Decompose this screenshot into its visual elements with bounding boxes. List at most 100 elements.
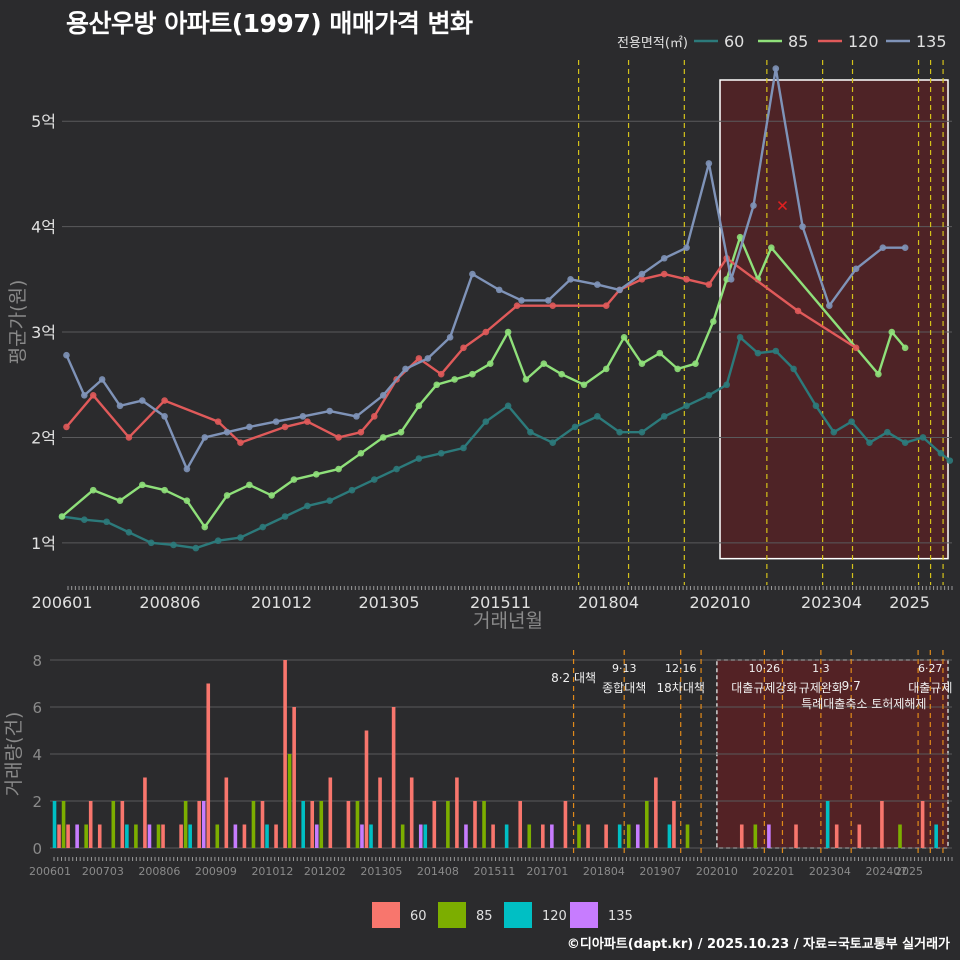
data-point-85 xyxy=(433,381,441,389)
data-point-60 xyxy=(460,444,467,452)
volume-bar-120 xyxy=(617,824,622,848)
data-point-120 xyxy=(415,355,423,362)
data-point-60 xyxy=(705,391,713,399)
data-point-85 xyxy=(875,370,882,378)
data-point-85 xyxy=(620,334,628,341)
data-point-135 xyxy=(469,270,476,278)
data-point-60 xyxy=(304,502,311,510)
volume-bar-85 xyxy=(287,754,292,848)
data-point-60 xyxy=(683,402,690,410)
data-point-85 xyxy=(540,360,548,367)
volume-bar-60 xyxy=(66,824,70,848)
volume-bar-60 xyxy=(491,824,495,848)
data-point-135 xyxy=(161,413,168,420)
volume-bar-85 xyxy=(319,801,324,848)
policy-annotation-label: 8·2 대책 xyxy=(551,670,596,685)
volume-bar-85 xyxy=(645,801,649,848)
data-point-135 xyxy=(495,286,503,294)
data-point-120 xyxy=(638,276,646,283)
volume-legend-label-60: 60 xyxy=(410,909,427,924)
data-point-135 xyxy=(379,391,387,399)
x-tick-label: 200601 xyxy=(31,593,92,612)
data-point-135 xyxy=(518,297,525,304)
data-point-85 xyxy=(602,365,610,373)
volume-bar-60 xyxy=(920,801,925,848)
legend-label-120: 120 xyxy=(848,32,879,51)
volume-y-tick-label: 0 xyxy=(32,840,42,858)
volume-bar-120 xyxy=(125,824,129,848)
x-tick-label: 202304 xyxy=(801,593,862,612)
data-point-60 xyxy=(125,529,133,536)
volume-bar-60 xyxy=(834,824,839,848)
data-point-60 xyxy=(866,439,873,447)
data-point-85 xyxy=(522,376,530,383)
data-point-120 xyxy=(513,302,521,309)
volume-bar-85 xyxy=(753,824,758,848)
data-point-135 xyxy=(246,423,253,431)
x-tick-label: 201804 xyxy=(578,593,639,612)
data-point-135 xyxy=(772,65,780,72)
volume-bar-85 xyxy=(355,801,360,848)
data-point-60 xyxy=(393,465,400,473)
data-point-135 xyxy=(727,276,735,283)
policy-annotation-label: 규제완화 xyxy=(799,681,843,695)
data-point-60 xyxy=(830,428,838,436)
volume-bar-120 xyxy=(52,801,57,848)
data-point-135 xyxy=(852,265,860,273)
data-point-85 xyxy=(223,492,231,499)
volume-y-tick-label: 4 xyxy=(32,746,42,764)
data-point-120 xyxy=(335,434,342,441)
volume-bar-85 xyxy=(577,824,581,848)
policy-annotation-label: 9·7 xyxy=(842,679,861,693)
volume-bar-120 xyxy=(265,824,269,848)
data-point-120 xyxy=(357,428,365,436)
volume-bar-60 xyxy=(292,707,296,848)
volume-bar-85 xyxy=(898,824,902,848)
data-point-85 xyxy=(397,428,405,436)
policy-annotation-label: 대출규제강화 xyxy=(731,681,797,695)
data-point-60 xyxy=(482,418,490,425)
data-point-120 xyxy=(125,434,133,441)
data-point-85 xyxy=(116,497,124,504)
volume-bar-60 xyxy=(274,824,278,848)
data-point-120 xyxy=(683,276,690,283)
data-point-60 xyxy=(848,418,855,425)
volume-x-tick-label: 200703 xyxy=(82,865,124,878)
x-tick-label: 200806 xyxy=(139,593,200,612)
footer-credit: ©디아파트(dapt.kr) / 2025.10.23 / 자료=국토교통부 실… xyxy=(566,937,950,952)
volume-bar-135 xyxy=(314,824,319,848)
data-point-120 xyxy=(794,307,802,315)
data-point-60 xyxy=(901,439,909,447)
data-point-135 xyxy=(326,407,333,415)
data-point-60 xyxy=(348,486,356,494)
volume-bar-60 xyxy=(88,801,93,848)
volume-bar-85 xyxy=(134,824,138,848)
data-point-85 xyxy=(580,381,588,389)
highlight-region xyxy=(719,79,949,560)
data-point-120 xyxy=(214,418,222,425)
volume-bar-135 xyxy=(550,824,554,848)
volume-bar-60 xyxy=(57,824,61,848)
volume-bar-60 xyxy=(563,801,568,848)
volume-bar-85 xyxy=(482,801,486,848)
legend-label-85: 85 xyxy=(788,32,808,51)
volume-bar-60 xyxy=(857,824,862,848)
volume-legend-swatch-60 xyxy=(372,902,400,928)
data-point-60 xyxy=(754,349,762,357)
volume-x-tick-label: 200806 xyxy=(138,865,180,878)
data-point-85 xyxy=(357,449,365,457)
data-point-60 xyxy=(81,516,88,523)
volume-bar-85 xyxy=(446,801,450,848)
data-point-60 xyxy=(571,423,579,431)
volume-bar-120 xyxy=(188,824,192,848)
data-point-120 xyxy=(304,418,311,425)
data-point-60 xyxy=(549,439,557,447)
data-point-60 xyxy=(736,334,744,341)
x-tick-label: 201511 xyxy=(470,593,531,612)
data-point-60 xyxy=(527,428,534,436)
volume-bar-60 xyxy=(409,777,414,848)
volume-bar-60 xyxy=(97,824,102,848)
volume-y-tick-label: 6 xyxy=(32,699,42,717)
volume-x-tick-label: 202201 xyxy=(752,865,794,878)
data-point-85 xyxy=(469,370,476,378)
